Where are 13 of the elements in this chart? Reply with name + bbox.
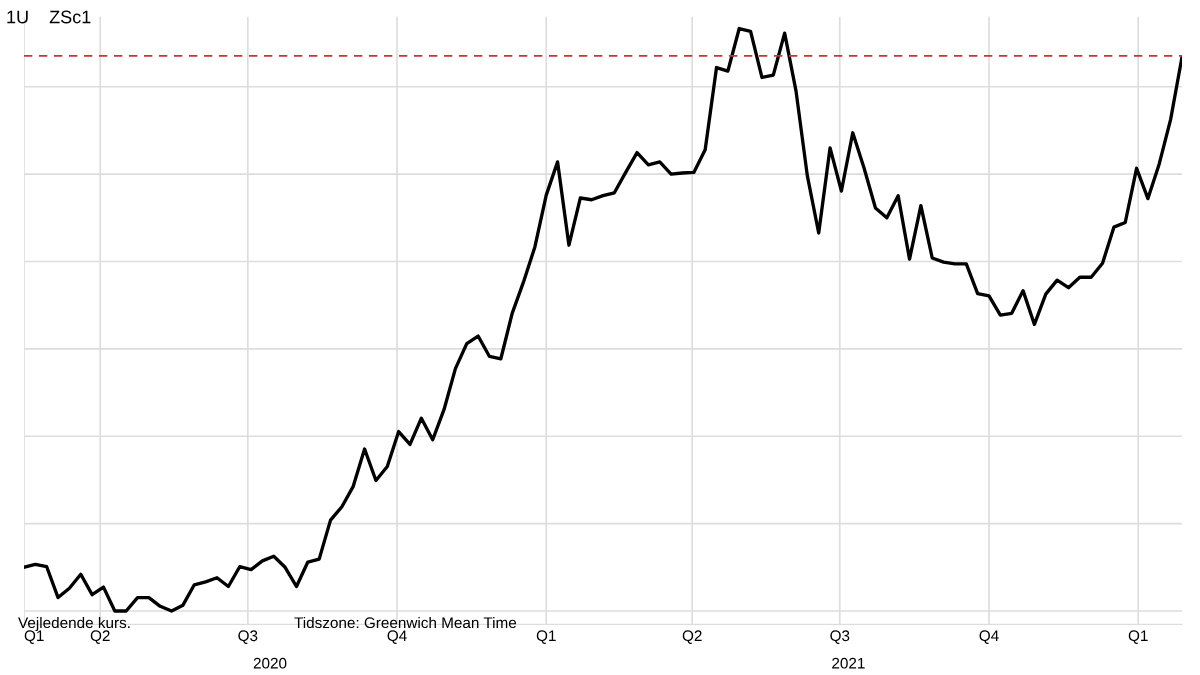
- text: 2020: [253, 657, 287, 669]
- x-tick-label: Q1: [24, 630, 44, 644]
- x-tick-label: Q1: [536, 630, 556, 644]
- text: 2021: [832, 657, 865, 669]
- x-tick-label: Q1: [1128, 630, 1148, 644]
- text: Tidszone: Greenwich Mean Time: [294, 616, 517, 629]
- x-tick-label: Q2: [682, 630, 702, 644]
- x-tick-label: Q4: [387, 630, 407, 644]
- x-tick-label: Q2: [90, 630, 110, 644]
- x-tick-label: Q3: [238, 630, 258, 644]
- x-tick-label: Q4: [979, 630, 999, 644]
- chart-title: 1U ZSc1: [7, 10, 91, 24]
- x-tick-label: Q3: [830, 630, 850, 644]
